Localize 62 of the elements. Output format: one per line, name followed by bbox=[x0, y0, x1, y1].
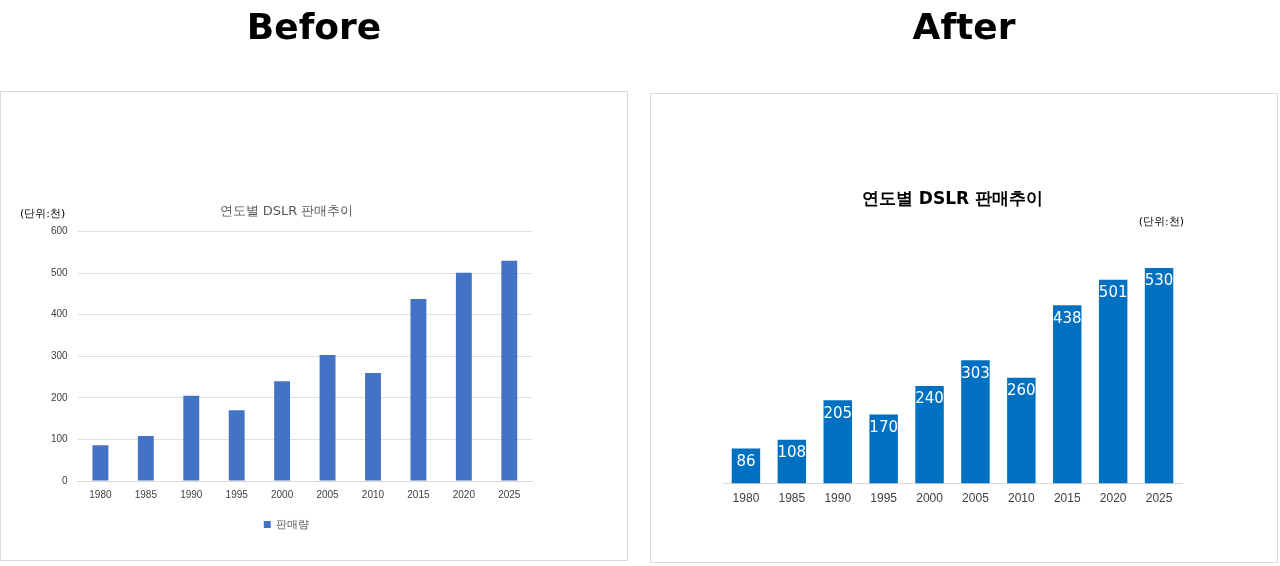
bar bbox=[1098, 279, 1128, 484]
legend-label: 판매량 bbox=[276, 517, 310, 530]
bar bbox=[1144, 267, 1174, 484]
text: (단위:천) bbox=[1138, 214, 1184, 228]
x-tick-label: 2020 bbox=[1099, 491, 1127, 506]
x-tick-label: 1985 bbox=[134, 488, 158, 500]
bar bbox=[1007, 377, 1036, 484]
bar bbox=[319, 355, 336, 481]
bar bbox=[501, 260, 518, 481]
bar bbox=[823, 400, 852, 484]
x-tick-label: 2020 bbox=[452, 488, 476, 500]
x-tick-label: 1995 bbox=[225, 488, 249, 500]
x-tick-label: 2005 bbox=[316, 488, 340, 500]
y-axis-title: (단위:천) bbox=[20, 206, 66, 220]
data-label: 530 bbox=[1144, 271, 1174, 290]
data-label: 303 bbox=[961, 363, 990, 382]
bar bbox=[228, 410, 245, 481]
x-tick-label: 1985 bbox=[778, 491, 806, 506]
chart-title: 연도별 DSLR 판매추이 bbox=[219, 203, 354, 219]
y-tick-label: 300 bbox=[51, 350, 69, 362]
x-tick-label: 2010 bbox=[1008, 491, 1036, 506]
x-tick-label: 2000 bbox=[271, 488, 294, 500]
bar bbox=[455, 272, 472, 481]
x-tick-label: 1980 bbox=[89, 488, 112, 500]
x-tick-label: 2010 bbox=[361, 488, 385, 500]
data-label: 438 bbox=[1052, 308, 1082, 327]
x-tick-label: 2015 bbox=[407, 488, 430, 500]
data-label: 501 bbox=[1098, 283, 1128, 302]
y-tick-label: 200 bbox=[51, 391, 69, 403]
x-tick-label: 2000 bbox=[916, 491, 944, 506]
bar bbox=[365, 372, 381, 481]
chart-title: 연도별 DSLR 판매추이 bbox=[861, 187, 1044, 208]
x-tick-label: 1990 bbox=[180, 488, 203, 500]
text: Before bbox=[245, 6, 383, 47]
bar bbox=[137, 436, 154, 481]
x-tick-label: 1990 bbox=[824, 491, 852, 506]
bar bbox=[869, 414, 898, 484]
data-label: 260 bbox=[1007, 381, 1036, 400]
x-tick-label: 1995 bbox=[870, 491, 898, 506]
y-tick-label: 0 bbox=[62, 474, 69, 486]
x-tick-label: 2005 bbox=[962, 491, 990, 506]
data-label: 170 bbox=[869, 417, 898, 436]
data-label: 108 bbox=[777, 443, 807, 462]
x-tick-label: 2015 bbox=[1053, 491, 1081, 506]
y-tick-label: 400 bbox=[51, 308, 69, 320]
data-label: 240 bbox=[915, 389, 944, 408]
bar bbox=[274, 381, 291, 481]
data-label: 205 bbox=[823, 403, 853, 422]
bar bbox=[410, 298, 427, 481]
bar bbox=[92, 445, 109, 481]
data-label: 86 bbox=[736, 451, 756, 470]
y-tick-label: 100 bbox=[51, 433, 69, 445]
x-tick-label: 1980 bbox=[732, 491, 760, 506]
bar bbox=[961, 360, 990, 484]
text: After bbox=[911, 6, 1017, 47]
y-tick-label: 600 bbox=[51, 225, 69, 237]
bar bbox=[1053, 305, 1082, 484]
bar bbox=[915, 385, 944, 484]
x-tick-label: 2025 bbox=[498, 488, 521, 500]
x-tick-label: 2025 bbox=[1145, 491, 1173, 506]
bar bbox=[183, 395, 200, 481]
y-tick-label: 500 bbox=[51, 266, 69, 278]
